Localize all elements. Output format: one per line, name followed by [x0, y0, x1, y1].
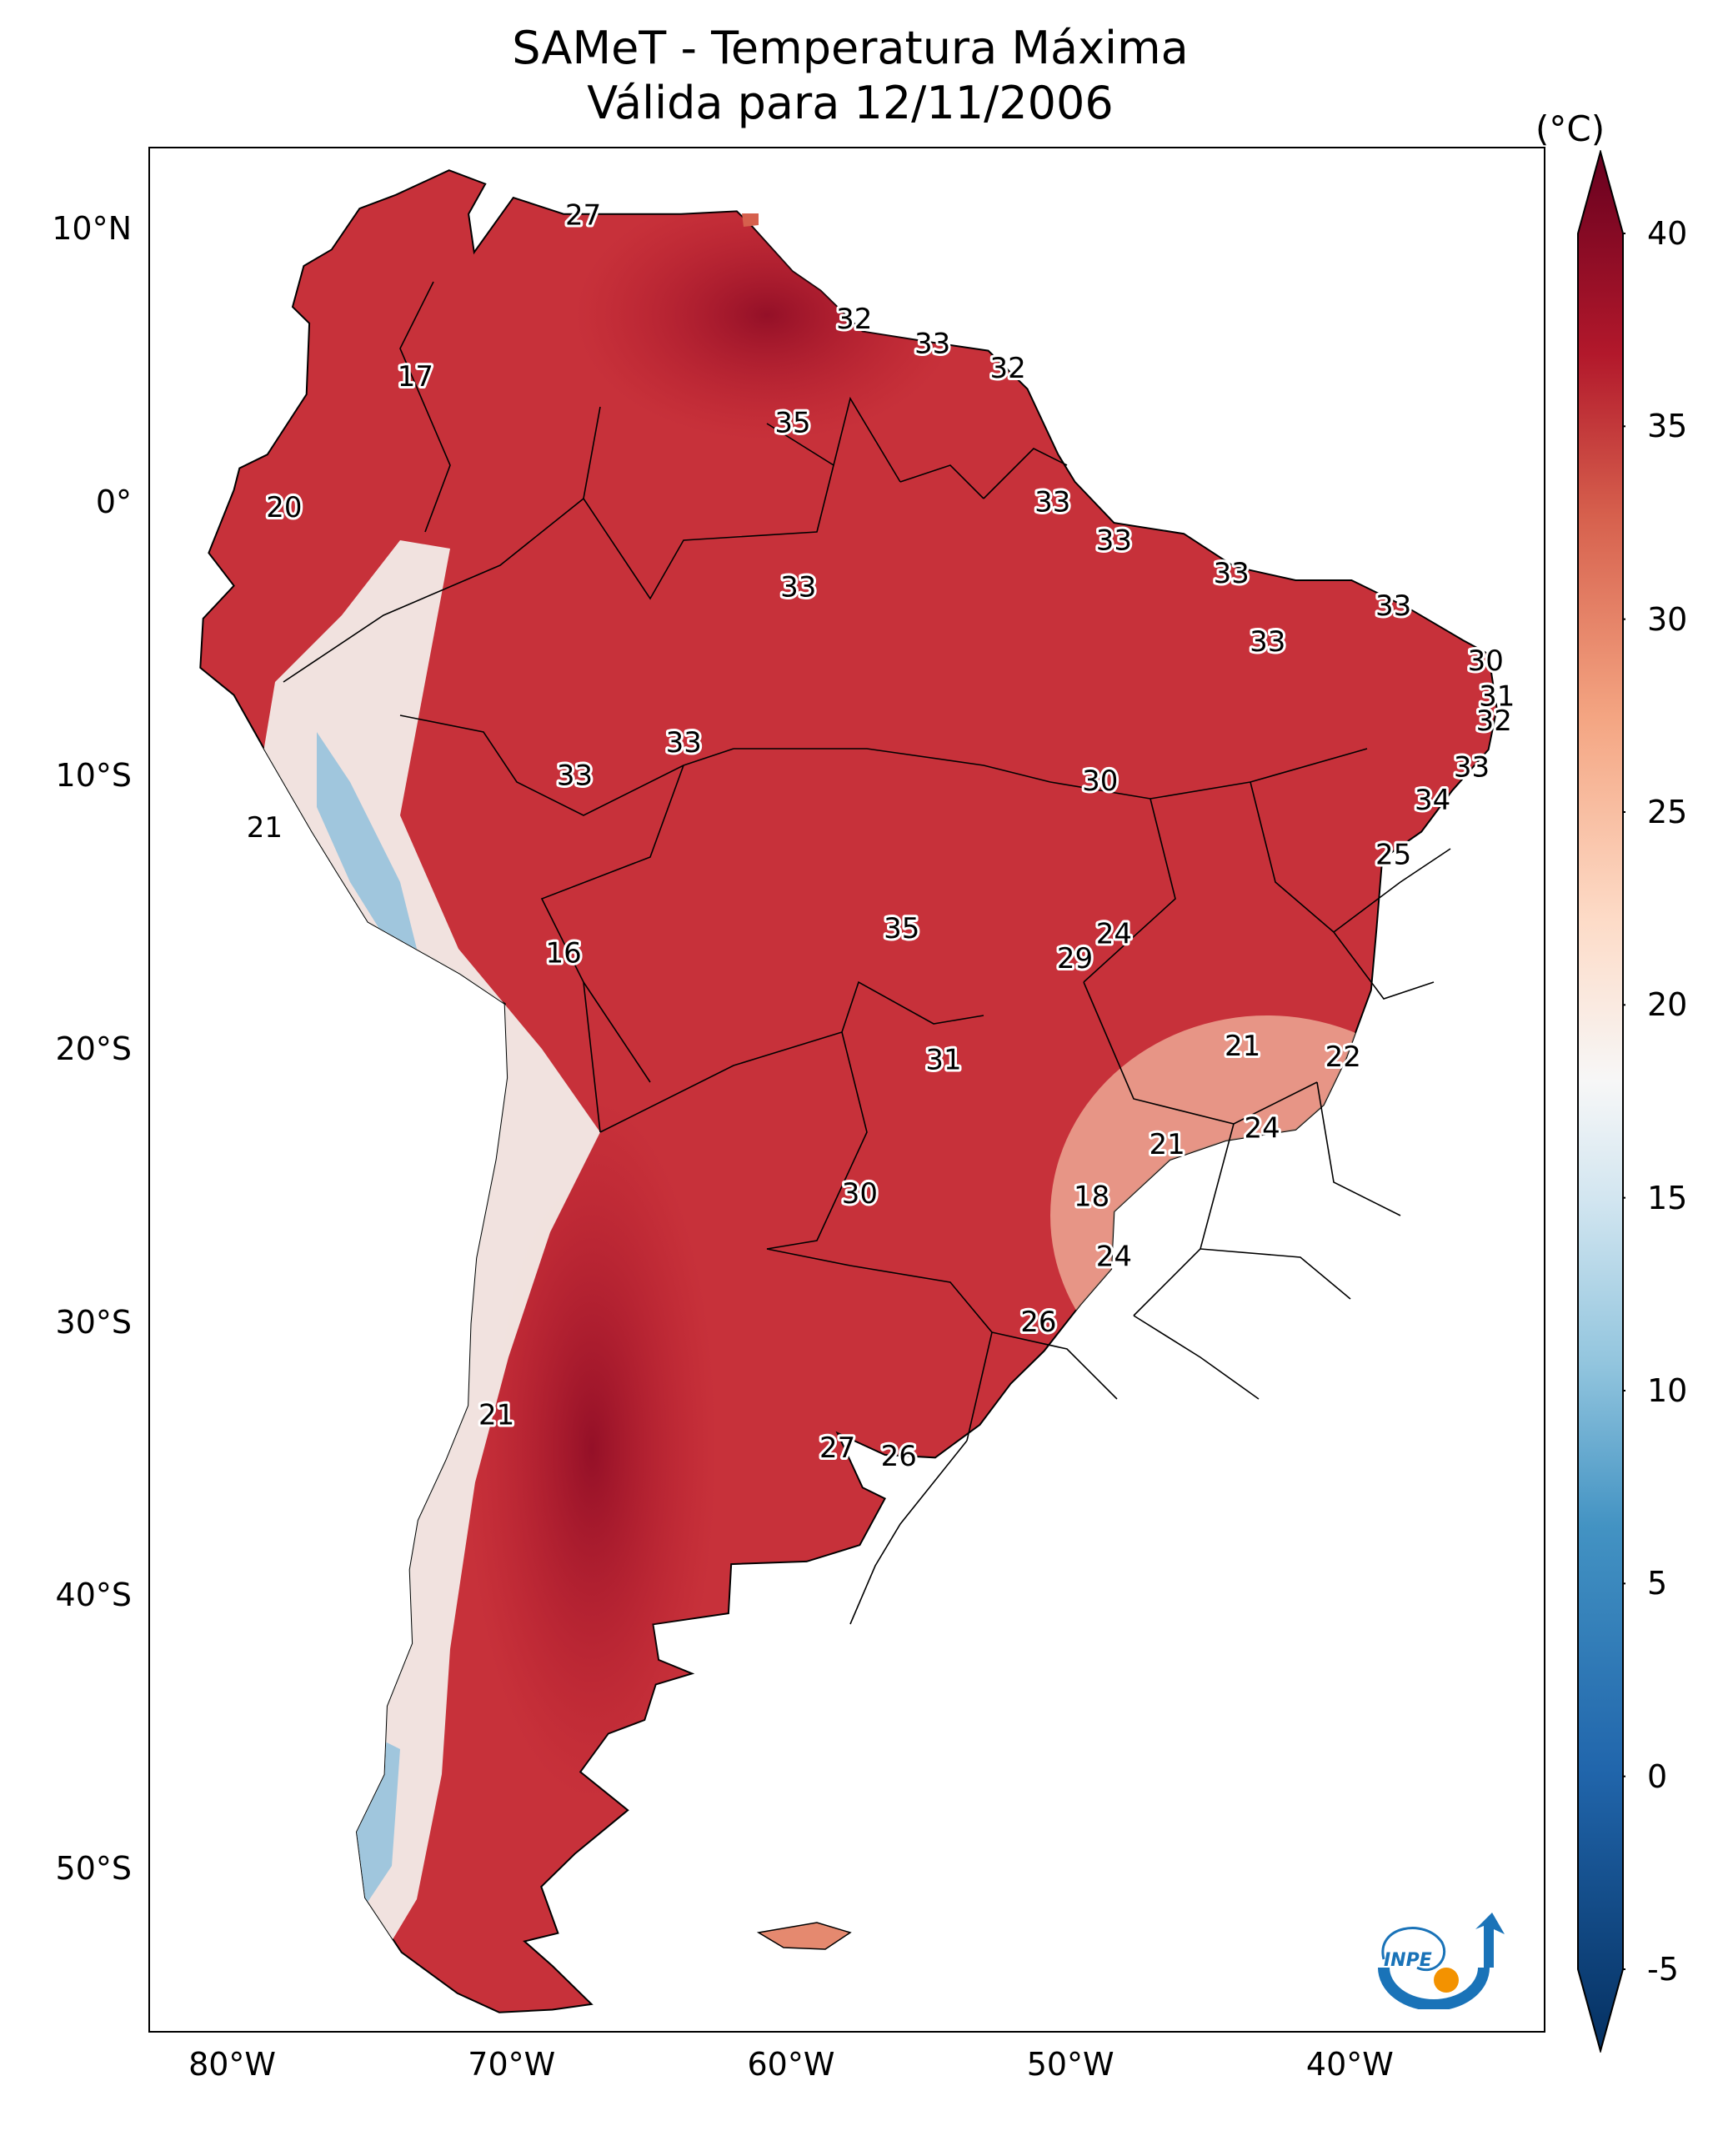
station-value-label: 16 — [545, 937, 581, 970]
station-value-label: 32 — [989, 352, 1025, 385]
longitude-tick-label: 40°W — [1305, 2046, 1394, 2083]
station-value-label: 20 — [266, 491, 302, 524]
mild-zone-south — [959, 1366, 1242, 1682]
station-value-label: 33 — [1454, 751, 1490, 785]
station-value-label: 17 — [398, 360, 433, 394]
logo-arrow-icon — [1475, 1913, 1505, 1968]
station-value-label: 32 — [836, 303, 872, 336]
station-value-label: 21 — [247, 811, 283, 845]
station-value-label: 31 — [1479, 679, 1515, 713]
inpe-logo: INPE — [1378, 1913, 1505, 2009]
station-value-label: 30 — [842, 1177, 878, 1211]
station-value-label: 33 — [666, 726, 702, 760]
station-value-label: 33 — [557, 760, 593, 793]
latitude-tick-label: 20°S — [55, 1030, 132, 1067]
latitude-tick-label: 50°S — [55, 1850, 132, 1888]
colorbar-tick-label: 10 — [1647, 1372, 1688, 1409]
latitude-tick-label: 10°S — [55, 757, 132, 794]
map-frame: 27 32 33 32 35 17 20 33 33 33 33 33 33 30 31 32 33 33 30 33… — [148, 147, 1545, 2033]
station-value-label: 25 — [1375, 839, 1411, 872]
station-value-label: 27 — [565, 199, 601, 233]
station-value-label: 35 — [884, 912, 919, 945]
colorbar-tick-label: 15 — [1647, 1179, 1688, 1216]
colorbar-tick-label: 30 — [1647, 600, 1688, 638]
station-value-label: 21 — [478, 1399, 514, 1432]
station-value-label: 26 — [1020, 1306, 1056, 1339]
latitude-tick-label: 0° — [95, 484, 132, 521]
colorbar-tick-label: 5 — [1647, 1565, 1668, 1602]
colorbar-tick-label: 35 — [1647, 408, 1688, 445]
station-value-label: 24 — [1244, 1111, 1280, 1145]
logo-swirl — [1381, 1927, 1446, 1972]
colorbar-tick-label: -5 — [1647, 1951, 1679, 1988]
map-title: SAMeT - Temperatura Máxima — [512, 22, 1189, 74]
longitude-tick-label: 50°W — [1026, 2046, 1114, 2083]
colorbar-tick-label: 0 — [1647, 1757, 1668, 1795]
station-value-label: 21 — [1225, 1030, 1260, 1063]
station-value-label: 33 — [1034, 486, 1070, 519]
warm-zone-north — [575, 190, 959, 440]
longitude-tick-label: 60°W — [747, 2046, 835, 2083]
station-value-label: 26 — [881, 1440, 917, 1473]
station-value-label: 33 — [1214, 557, 1250, 590]
station-value-label: 33 — [780, 570, 816, 604]
logo-ring — [1378, 1967, 1490, 2009]
colorbar-tick-label: 25 — [1647, 794, 1688, 830]
country-borders — [283, 281, 1451, 1625]
station-value-label: 30 — [1082, 765, 1118, 798]
station-value-label: 34 — [1415, 784, 1450, 817]
station-value-label: 24 — [1096, 918, 1132, 951]
colorbar-unit: (°C) — [1535, 108, 1605, 149]
latitude-tick-label: 10°N — [52, 210, 132, 248]
longitude-tick-label: 70°W — [468, 2046, 556, 2083]
station-value-label: 21 — [1149, 1128, 1185, 1161]
latitude-tick-label: 30°S — [55, 1303, 132, 1341]
station-value-label: 33 — [914, 328, 950, 361]
map-subtitle: Válida para 12/11/2006 — [587, 77, 1114, 129]
station-value-label: 30 — [1468, 644, 1504, 678]
mild-zone-southeast — [1050, 1015, 1484, 1416]
colorbar — [1577, 150, 1625, 2053]
station-value-label: 29 — [1057, 942, 1093, 975]
station-value-label: 27 — [819, 1431, 855, 1465]
station-value-label: 33 — [1096, 524, 1132, 558]
station-value-label: 18 — [1074, 1180, 1109, 1213]
colorbar-gradient — [1577, 150, 1624, 2053]
station-value-label: 33 — [1250, 625, 1285, 659]
station-value-label: 33 — [1375, 589, 1411, 623]
station-value-label: 31 — [925, 1043, 961, 1076]
colorbar-ticks — [1623, 233, 1625, 1970]
latitude-tick-label: 40°S — [55, 1577, 132, 1614]
logo-dot — [1434, 1968, 1459, 1993]
station-value-label: 32 — [1476, 704, 1512, 738]
colorbar-tick-label: 40 — [1647, 215, 1688, 252]
station-value-label: 22 — [1325, 1040, 1361, 1074]
islands — [742, 213, 852, 1950]
land-temperature-field — [199, 169, 1498, 2013]
colorbar-tick-label: 20 — [1647, 986, 1688, 1024]
station-value-label: 35 — [774, 407, 810, 440]
logo-text: INPE — [1384, 1950, 1432, 1971]
station-value-label: 24 — [1096, 1241, 1132, 1274]
malvinas-islands — [756, 1922, 852, 1950]
longitude-tick-label: 80°W — [188, 2046, 277, 2083]
trinidad-island — [742, 213, 759, 227]
